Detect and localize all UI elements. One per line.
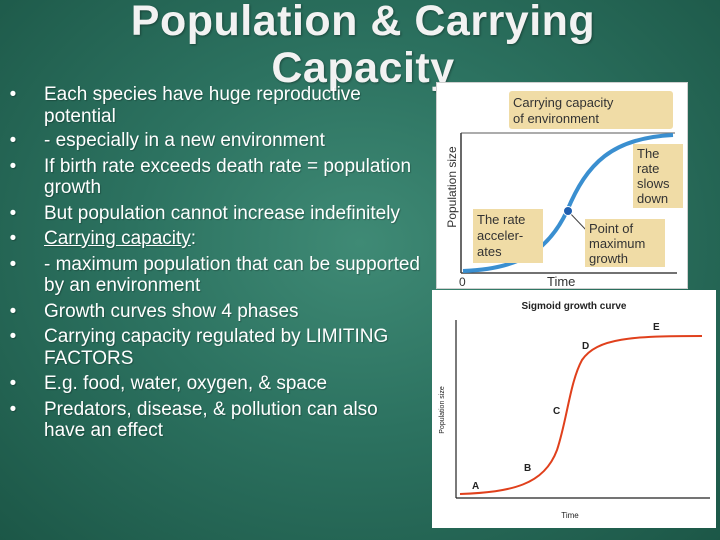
slows-label-2: rate bbox=[637, 161, 659, 176]
bullet-item: • Each species have huge reproductive pot… bbox=[6, 84, 421, 127]
phase-a-label: A bbox=[472, 481, 479, 492]
sigmoid-figure: Sigmoid growth curve Population size Tim… bbox=[432, 290, 716, 528]
bullet-suffix: : bbox=[190, 228, 197, 249]
slows-label-4: down bbox=[637, 191, 668, 206]
slows-label-3: slows bbox=[637, 176, 670, 191]
capacity-label-line-2: of environment bbox=[513, 111, 599, 126]
bullet-dot: • bbox=[9, 373, 17, 394]
bullet-item: • But population cannot increase indefini… bbox=[6, 203, 421, 225]
bullet-dot: • bbox=[9, 228, 17, 249]
bullet-text: But population cannot increase indefinit… bbox=[44, 202, 400, 224]
bullet-text: - especially in a new environment bbox=[44, 130, 325, 151]
sigmoid-diagram: Sigmoid growth curve Population size Tim… bbox=[439, 301, 710, 520]
phase-b-label: B bbox=[524, 463, 531, 474]
bullet-list: • Each species have huge reproductive pot… bbox=[6, 84, 421, 446]
phase-e-label: E bbox=[653, 322, 660, 333]
bullet-text: Growth curves show 4 phases bbox=[44, 300, 299, 322]
phase-d-label: D bbox=[582, 341, 589, 352]
point-label-1: Point of bbox=[589, 221, 633, 236]
point-label-box bbox=[585, 219, 665, 267]
carrying-capacity-diagram: Carrying capacity of environment Populat… bbox=[445, 91, 683, 289]
accel-label-1: The rate bbox=[477, 212, 525, 227]
carrying-capacity-figure: Carrying capacity of environment Populat… bbox=[437, 83, 687, 289]
accel-label-3: ates bbox=[477, 244, 502, 259]
capacity-label-box bbox=[509, 91, 673, 129]
x-axis-label: Time bbox=[547, 274, 575, 288]
bullet-item: • Carrying capacity regulated by LIMITING… bbox=[6, 326, 421, 369]
bullet-item: • Predators, disease, & pollution can als… bbox=[6, 399, 421, 442]
bullet-dot: • bbox=[9, 326, 17, 347]
bullet-item: • If birth rate exceeds death rate = popu… bbox=[6, 156, 421, 199]
y-axis-label: Population size bbox=[439, 386, 446, 434]
point-label-2: maximum bbox=[589, 236, 645, 251]
accel-label-box bbox=[473, 209, 543, 263]
slide-title: Population & Carrying Capacity bbox=[130, 0, 596, 92]
bullet-item: • Carrying capacity: bbox=[6, 228, 421, 250]
y-axis-label: Population size bbox=[445, 146, 459, 228]
bullet-text: Predators, disease, & pollution can also… bbox=[44, 398, 378, 442]
bullet-dot: • bbox=[9, 130, 17, 151]
bullet-dot: • bbox=[9, 398, 17, 420]
max-growth-point bbox=[563, 206, 573, 216]
bullet-item: • Growth curves show 4 phases bbox=[6, 301, 421, 323]
origin-label: 0 bbox=[459, 275, 466, 288]
point-label-3: growth bbox=[589, 251, 628, 266]
accel-label-2: acceler- bbox=[477, 228, 523, 243]
x-axis-label: Time bbox=[561, 511, 579, 520]
sigmoid-curve bbox=[459, 335, 703, 495]
slows-label-box bbox=[633, 144, 683, 208]
sigmoid-title: Sigmoid growth curve bbox=[521, 301, 626, 312]
slows-label-1: The bbox=[637, 146, 659, 161]
bullet-text: E.g. food, water, oxygen, & space bbox=[44, 373, 328, 394]
carrying-capacity-link[interactable]: Carrying capacity bbox=[44, 228, 191, 249]
bullet-item: • E.g. food, water, oxygen, & space bbox=[6, 373, 421, 395]
bullet-dot: • bbox=[9, 300, 17, 322]
bullet-text: If birth rate exceeds death rate = popul… bbox=[44, 155, 412, 199]
bullet-text: Each species have huge reproductive pote… bbox=[44, 84, 361, 127]
bullet-dot: • bbox=[9, 155, 17, 177]
bullet-dot: • bbox=[9, 84, 17, 105]
bullet-text: - maximum population that can be support… bbox=[44, 253, 420, 297]
bullet-item: • - especially in a new environment bbox=[6, 130, 421, 152]
bullet-dot: • bbox=[9, 253, 17, 275]
bullet-dot: • bbox=[9, 202, 17, 224]
phase-c-label: C bbox=[553, 406, 560, 417]
capacity-label-line-1: Carrying capacity bbox=[513, 95, 614, 110]
bullet-item: • - maximum population that can be suppor… bbox=[6, 254, 421, 297]
bullet-text: Carrying capacity regulated by LIMITING … bbox=[44, 326, 389, 369]
